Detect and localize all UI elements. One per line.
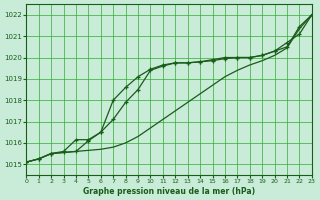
X-axis label: Graphe pression niveau de la mer (hPa): Graphe pression niveau de la mer (hPa)	[83, 187, 255, 196]
